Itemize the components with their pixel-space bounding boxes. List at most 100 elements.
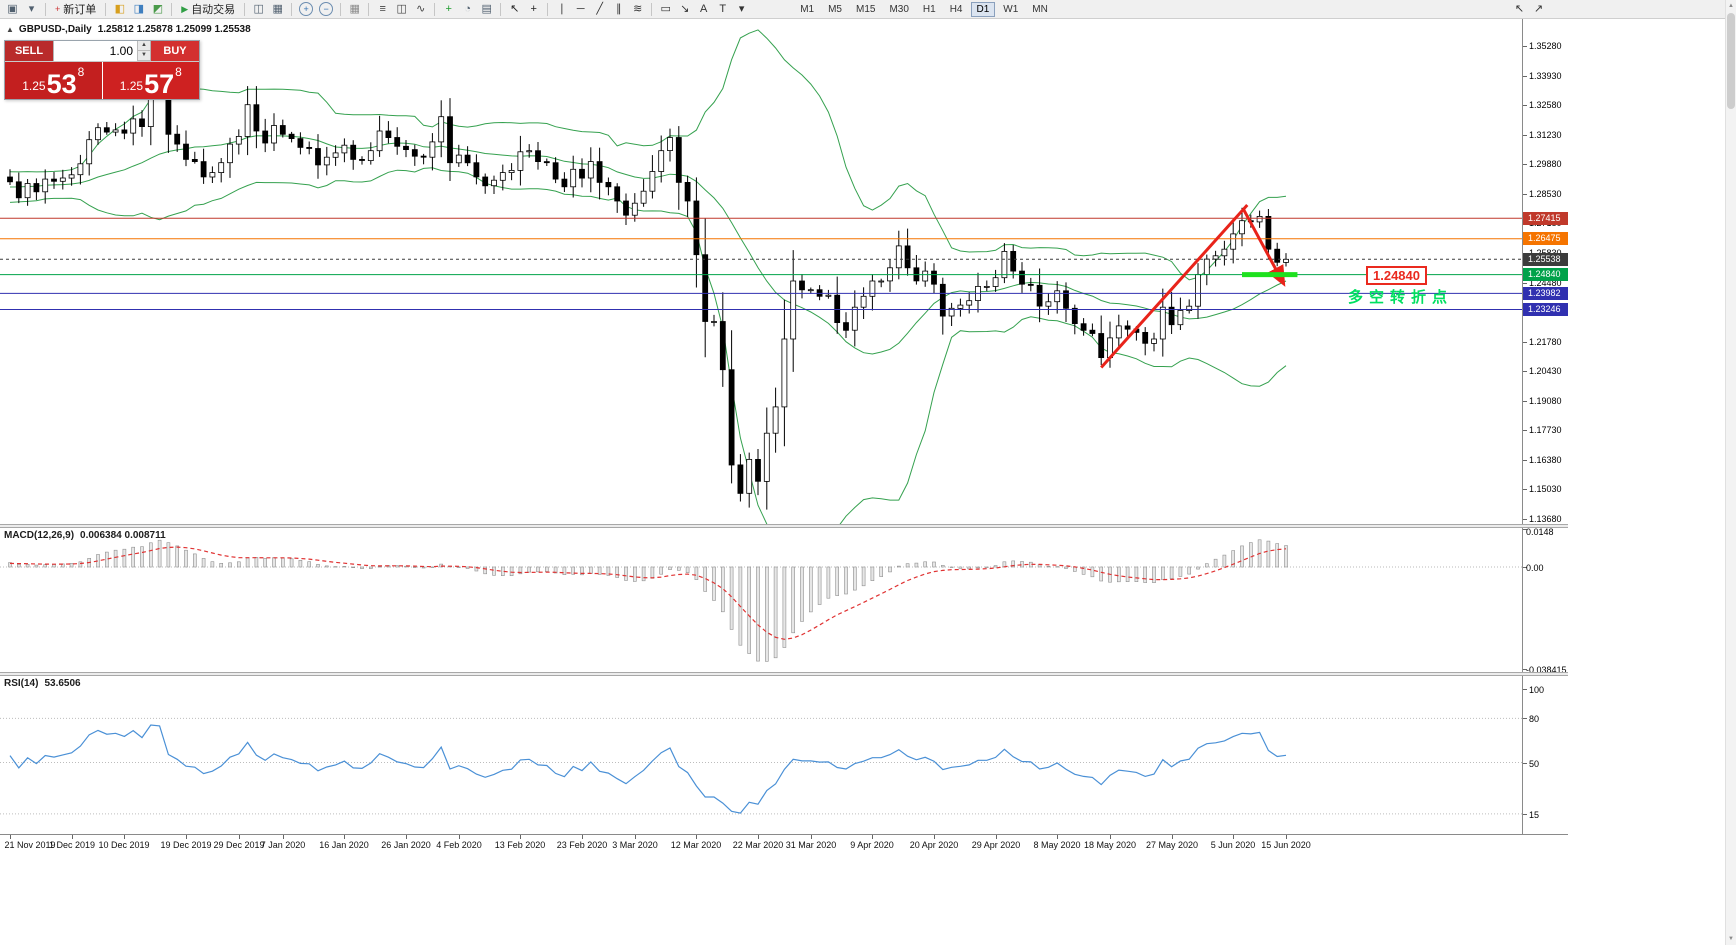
candle-body	[860, 295, 867, 308]
text-label-tool-icon[interactable]: T	[719, 2, 727, 15]
timeframe-M1[interactable]: M1	[800, 3, 815, 15]
equidistant-channel-icon[interactable]: ∥	[615, 2, 622, 15]
time-axis-tick	[520, 835, 521, 839]
candle-body	[86, 139, 93, 165]
text-tool-icon[interactable]: A	[700, 2, 708, 15]
toolbar-separator	[105, 2, 107, 16]
time-axis-tick	[72, 835, 73, 839]
timeframe-M30[interactable]: M30	[889, 3, 909, 15]
time-axis-label: 15 Jun 2020	[1261, 840, 1311, 850]
scrollbar-thumb[interactable]	[1727, 13, 1735, 109]
price-callout[interactable]: 1.24840	[1366, 266, 1427, 285]
mouse-cursor-icon[interactable]: ↖	[1514, 2, 1525, 15]
candle-body	[174, 133, 181, 145]
horizontal-line-icon[interactable]: ─	[576, 2, 585, 15]
periods-icon[interactable]: ◔	[464, 2, 472, 15]
panel-splitter[interactable]	[0, 524, 1568, 528]
turning-point-note[interactable]: 多空转折点	[1348, 289, 1454, 306]
cursor-icon[interactable]: ↖	[510, 2, 520, 15]
volume-input[interactable]	[54, 41, 150, 61]
grid-icon[interactable]: ▦	[349, 2, 360, 15]
candle-body	[948, 307, 955, 317]
candle-body	[851, 306, 858, 331]
templates-icon[interactable]: ▤	[481, 2, 492, 15]
trendline-icon[interactable]: ╱	[596, 2, 603, 15]
arrow-styles-icon[interactable]: ▾	[738, 2, 745, 15]
rsi-line	[9, 724, 1287, 814]
drag-cursor-icon[interactable]: ↗	[1533, 2, 1544, 15]
line-chart-icon[interactable]: ∿	[416, 2, 426, 15]
candle-body	[763, 432, 770, 482]
data-window-icon[interactable]: ◨	[133, 2, 144, 15]
volume-down-button[interactable]: ▼	[137, 51, 150, 61]
candle-body	[394, 137, 401, 147]
new-chart-icon[interactable]: ▣	[7, 2, 18, 15]
volume-up-button[interactable]: ▲	[137, 41, 150, 51]
profiles-icon[interactable]: ▾	[28, 2, 35, 15]
sell-button[interactable]: SELL	[5, 41, 53, 61]
volume-field: ▲ ▼	[53, 41, 151, 61]
arrows-tool-icon[interactable]: ↘	[680, 2, 690, 15]
price-axis-label: 1.15030	[1529, 484, 1562, 494]
tile-windows-icon[interactable]: ◫	[253, 2, 264, 15]
candle-body	[491, 179, 497, 187]
fibonacci-icon[interactable]: ≋	[633, 2, 643, 15]
candle-body	[675, 137, 682, 183]
candle-body	[1089, 329, 1096, 334]
candle-body	[1177, 310, 1184, 326]
time-axis-tick	[811, 835, 812, 839]
timeframe-H1[interactable]: H1	[922, 3, 936, 15]
market-watch-icon[interactable]: ◧	[114, 2, 125, 15]
candle-body	[895, 245, 902, 269]
scrollbar[interactable]: ▲ ▼	[1725, 0, 1736, 945]
toolbar: ▣ ▾ + 新订单 ◧ ◨ ◩ ▶ 自动交易 ◫ ▦ + − ▦ ≡ ◫ ∿ + ◔ ▤ ↖ + ∣ ─ ╱ ∥ ≋ ▭ ↘ A T ▾ M1 M…	[0, 0, 1726, 19]
trend-up-line[interactable]	[1100, 203, 1249, 369]
rsi-panel-plot[interactable]	[0, 676, 1522, 834]
zoom-out-icon[interactable]: −	[319, 2, 334, 16]
macd-panel-plot[interactable]	[0, 528, 1522, 672]
autotrading-button[interactable]: ▶ 自动交易	[176, 2, 240, 17]
candle-body	[359, 158, 365, 161]
new-order-button[interactable]: + 新订单	[50, 2, 101, 17]
crosshair-icon[interactable]: +	[530, 2, 537, 15]
candle-body	[561, 178, 568, 188]
panel-splitter[interactable]	[0, 672, 1568, 676]
timeframe-M15[interactable]: M15	[856, 3, 876, 15]
toolbar-separator	[340, 2, 342, 16]
timeframe-H4[interactable]: H4	[949, 3, 963, 15]
sell-price-display[interactable]: 1.25 53 8	[5, 62, 103, 99]
time-axis-tick	[1057, 835, 1058, 839]
buy-price-display[interactable]: 1.25 57 8	[102, 62, 199, 99]
candle-body	[693, 200, 700, 256]
trend-down-arrow[interactable]	[1242, 209, 1286, 287]
macd-indicator-title: MACD(12,26,9) 0.006384 0.008711	[4, 530, 166, 541]
timeframe-M5[interactable]: M5	[828, 3, 842, 15]
toolbar-separator	[171, 2, 173, 16]
candlestick-chart-icon[interactable]: ◫	[396, 2, 407, 15]
buy-button[interactable]: BUY	[151, 41, 199, 61]
vertical-line-icon[interactable]: ∣	[558, 2, 565, 15]
candle-body	[737, 464, 744, 494]
shapes-icon[interactable]: ▭	[660, 2, 671, 15]
main-chart-plot[interactable]	[0, 19, 1522, 524]
indicators-add-icon[interactable]: +	[445, 2, 452, 15]
bar-chart-icon[interactable]: ≡	[379, 2, 386, 15]
navigator-icon[interactable]: ◩	[152, 2, 163, 15]
scroll-up-icon[interactable]: ▲	[1728, 3, 1734, 9]
timeframe-D1[interactable]: D1	[970, 1, 996, 17]
zoom-in-icon[interactable]: +	[299, 2, 314, 16]
timeframe-W1[interactable]: W1	[1003, 3, 1019, 15]
rsi-axis-tick	[1523, 718, 1527, 719]
scroll-down-icon[interactable]: ▼	[1728, 936, 1734, 942]
candle-body	[51, 178, 57, 182]
candle-body	[1265, 215, 1272, 250]
price-axis-tick	[1523, 135, 1527, 136]
candle-body	[367, 150, 374, 161]
candle-body	[614, 186, 621, 202]
one-click-panel-toggle-icon[interactable]: ▲	[6, 25, 14, 34]
cascade-windows-icon[interactable]: ▦	[272, 2, 283, 15]
timeframe-MN[interactable]: MN	[1032, 3, 1048, 15]
candle-body	[1054, 290, 1061, 303]
candle-body	[455, 154, 462, 164]
candle-body	[139, 118, 145, 128]
